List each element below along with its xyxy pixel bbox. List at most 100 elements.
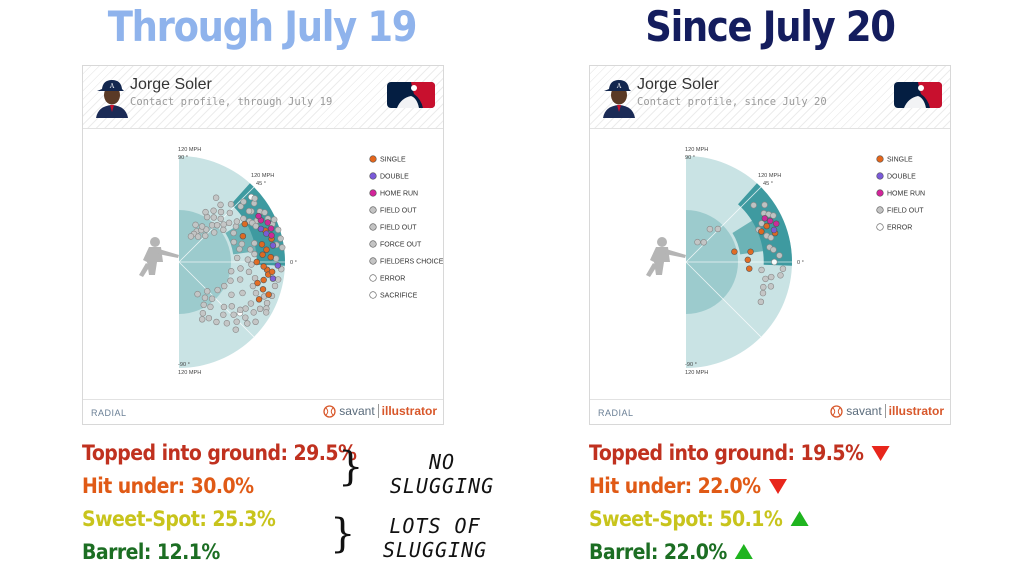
guide-line bbox=[685, 261, 762, 338]
baseball-icon bbox=[323, 404, 336, 418]
data-point-double bbox=[274, 262, 282, 269]
data-point-field-out bbox=[274, 226, 282, 233]
data-point-field-out bbox=[194, 233, 202, 240]
data-point-single bbox=[254, 279, 261, 287]
data-point-single bbox=[763, 222, 770, 230]
brace-icon: } bbox=[338, 444, 364, 490]
legend-swatch bbox=[876, 206, 884, 214]
legend-swatch bbox=[369, 274, 377, 282]
legend-label: FIELD OUT bbox=[887, 208, 924, 215]
data-point-error bbox=[771, 258, 778, 266]
data-point-field-out bbox=[227, 201, 235, 208]
legend-label: FIELD OUT bbox=[380, 208, 417, 215]
legend-swatch bbox=[369, 257, 377, 265]
axis-label-bottom-angle: -90 ° bbox=[685, 362, 697, 368]
batter-icon bbox=[646, 237, 686, 277]
data-point-home-run bbox=[268, 232, 275, 239]
data-point-field-out bbox=[240, 215, 247, 222]
data-point-field-out bbox=[220, 303, 228, 311]
data-point-field-out bbox=[212, 194, 220, 201]
player-avatar: A bbox=[603, 80, 635, 118]
data-point-double bbox=[770, 226, 778, 234]
data-point-field-out bbox=[207, 303, 214, 311]
data-point-field-out bbox=[199, 310, 207, 317]
data-point-field-out bbox=[244, 256, 252, 263]
axis-label-bottom-speed: 120 MPH bbox=[178, 370, 201, 376]
data-point-home-run bbox=[255, 212, 262, 220]
legend-label: FIELDERS CHOICE bbox=[380, 259, 443, 266]
svg-text:A: A bbox=[616, 83, 622, 90]
data-point-field-out bbox=[758, 266, 765, 274]
data-point-field-out bbox=[237, 265, 244, 272]
contact-profile-subtitle: Contact profile, since July 20 bbox=[637, 96, 827, 108]
data-point-field-out bbox=[204, 288, 211, 295]
stat-text: Sweet-Spot: 25.3% bbox=[82, 507, 276, 531]
legend-swatch bbox=[369, 240, 377, 248]
stat-text: Hit under: 30.0% bbox=[82, 474, 254, 498]
legend-swatch bbox=[369, 189, 377, 197]
svg-text:A: A bbox=[109, 83, 115, 90]
data-point-home-run bbox=[264, 219, 271, 226]
data-point-field-out bbox=[249, 282, 257, 290]
card-header: A Jorge Soler Contact profile, since Jul… bbox=[590, 66, 950, 129]
data-point-field-out bbox=[694, 238, 701, 246]
data-point-field-out bbox=[244, 320, 251, 327]
axis-label-bottom-speed: 120 MPH bbox=[685, 370, 708, 376]
annotation-no-slugging: NO SLUGGING bbox=[372, 450, 512, 498]
radial-contact-chart: 120 MPH 90 ° 120 MPH 45 ° 0 ° -90 ° 120 MPH SIN… bbox=[139, 147, 443, 376]
stat-topped-right: Topped into ground: 19.5% bbox=[589, 441, 890, 465]
axis-label-zero: 0 ° bbox=[797, 260, 804, 266]
data-point-field-out bbox=[202, 208, 209, 216]
player-name: Jorge Soler bbox=[130, 76, 212, 93]
data-point-single bbox=[267, 253, 274, 261]
annotation-lots-of-slugging: LOTS OF SLUGGING bbox=[360, 514, 510, 562]
data-point-field-out bbox=[230, 238, 237, 246]
data-point-field-out bbox=[777, 272, 784, 279]
legend-label: DOUBLE bbox=[380, 174, 409, 181]
data-point-field-out bbox=[232, 326, 239, 333]
mlb-logo bbox=[894, 82, 942, 108]
guide-line bbox=[178, 261, 255, 338]
baseball-icon bbox=[830, 404, 843, 418]
data-point-field-out bbox=[767, 234, 775, 241]
data-point-double bbox=[269, 242, 277, 249]
data-point-single bbox=[758, 228, 765, 235]
data-point-field-out bbox=[248, 261, 255, 268]
annotation-line: SLUGGING bbox=[382, 538, 488, 562]
data-point-field-out bbox=[252, 222, 260, 230]
legend-swatch bbox=[876, 155, 884, 163]
data-point-single bbox=[263, 246, 270, 253]
data-point-field-out bbox=[200, 301, 207, 309]
illustrator-text: illustrator bbox=[377, 404, 437, 418]
data-point-field-out bbox=[201, 294, 209, 301]
data-point-field-out bbox=[767, 283, 775, 290]
data-point-field-out bbox=[230, 229, 237, 237]
data-point-field-out bbox=[187, 233, 195, 240]
axis-label-top-angle: 90 ° bbox=[685, 155, 695, 161]
data-point-field-out bbox=[274, 276, 282, 283]
data-point-field-out bbox=[271, 216, 278, 223]
radial-label: RADIAL bbox=[91, 408, 127, 418]
data-point-field-out bbox=[210, 207, 217, 214]
data-point-field-out bbox=[220, 226, 227, 234]
down-arrow-icon bbox=[768, 479, 787, 494]
data-point-field-out bbox=[225, 219, 233, 227]
data-point-field-out bbox=[208, 295, 216, 302]
contact-profile-card-since: A Jorge Soler Contact profile, since Jul… bbox=[589, 65, 951, 425]
data-point-field-out bbox=[261, 209, 268, 216]
legend-label: DOUBLE bbox=[887, 174, 916, 181]
legend-swatch bbox=[369, 172, 377, 180]
data-point-field-out bbox=[277, 235, 284, 242]
legend-label: HOME RUN bbox=[887, 191, 925, 198]
axis-label-top-speed: 120 MPH bbox=[685, 147, 708, 153]
player-name: Jorge Soler bbox=[637, 76, 719, 93]
legend-swatch bbox=[876, 223, 884, 231]
up-arrow-icon bbox=[790, 511, 809, 526]
axis-label-mid-speed: 120 MPH bbox=[758, 173, 781, 179]
data-point-field-out bbox=[236, 276, 244, 283]
legend-label: ERROR bbox=[887, 225, 912, 232]
data-point-field-out bbox=[761, 201, 768, 209]
data-point-field-out bbox=[213, 318, 220, 326]
data-point-field-out bbox=[247, 300, 255, 307]
data-point-field-out bbox=[198, 223, 206, 230]
